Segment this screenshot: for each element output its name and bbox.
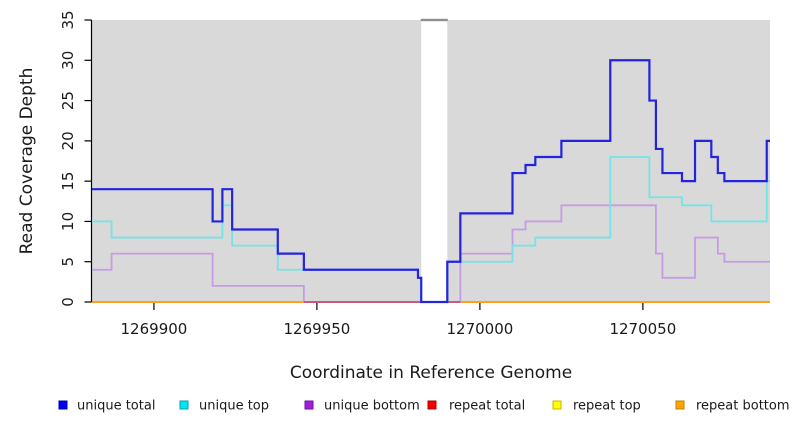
x-tick-label: 1270050 <box>609 320 676 338</box>
y-tick-label: 35 <box>59 10 77 29</box>
y-axis-title: Read Coverage Depth <box>17 68 37 255</box>
plot-area: 0 5 10 15 20 25 30 35 1269900 1269950 1270000 12700… <box>59 10 770 338</box>
gap-band <box>421 20 448 302</box>
repeat-total-swatch <box>427 400 437 410</box>
unique-bottom-swatch <box>304 400 314 410</box>
legend-item-repeat-top: repeat top <box>552 399 641 414</box>
x-tick-label: 1269900 <box>121 320 188 338</box>
legend-label: unique total <box>77 399 155 414</box>
x-axis-title: Coordinate in Reference Genome <box>290 363 572 383</box>
unique-total-swatch <box>58 400 68 410</box>
legend-item-repeat-total: repeat total <box>427 399 525 414</box>
x-tick-label: 1269950 <box>284 320 351 338</box>
x-tick-label: 1270000 <box>446 320 513 338</box>
legend-label: unique bottom <box>324 399 420 414</box>
series-unique-total <box>92 59 770 304</box>
repeat-bottom-swatch <box>675 400 685 410</box>
legend: unique total unique top unique bottom re… <box>58 399 790 414</box>
legend-item-unique-top: unique top <box>179 399 269 414</box>
legend-label: repeat bottom <box>696 399 790 414</box>
legend-label: repeat total <box>449 399 525 414</box>
gap-band-cap <box>420 18 448 22</box>
unique-top-swatch <box>179 400 189 410</box>
legend-item-unique-bottom: unique bottom <box>304 399 420 414</box>
legend-item-repeat-bottom: repeat bottom <box>675 399 790 414</box>
legend-item-unique-total: unique total <box>58 399 155 414</box>
legend-label: unique top <box>199 399 269 414</box>
y-tick-label: 20 <box>59 131 77 150</box>
y-tick-label: 5 <box>59 257 77 267</box>
legend-label: repeat top <box>573 399 641 414</box>
series-unique-top <box>92 156 770 303</box>
y-tick-label: 25 <box>59 91 77 110</box>
repeat-top-swatch <box>552 400 562 410</box>
y-tick-label: 10 <box>59 212 77 231</box>
y-tick-label: 15 <box>59 172 77 191</box>
y-tick-label: 30 <box>59 51 77 70</box>
y-tick-label: 0 <box>59 297 77 307</box>
series-unique-bottom <box>92 204 770 303</box>
